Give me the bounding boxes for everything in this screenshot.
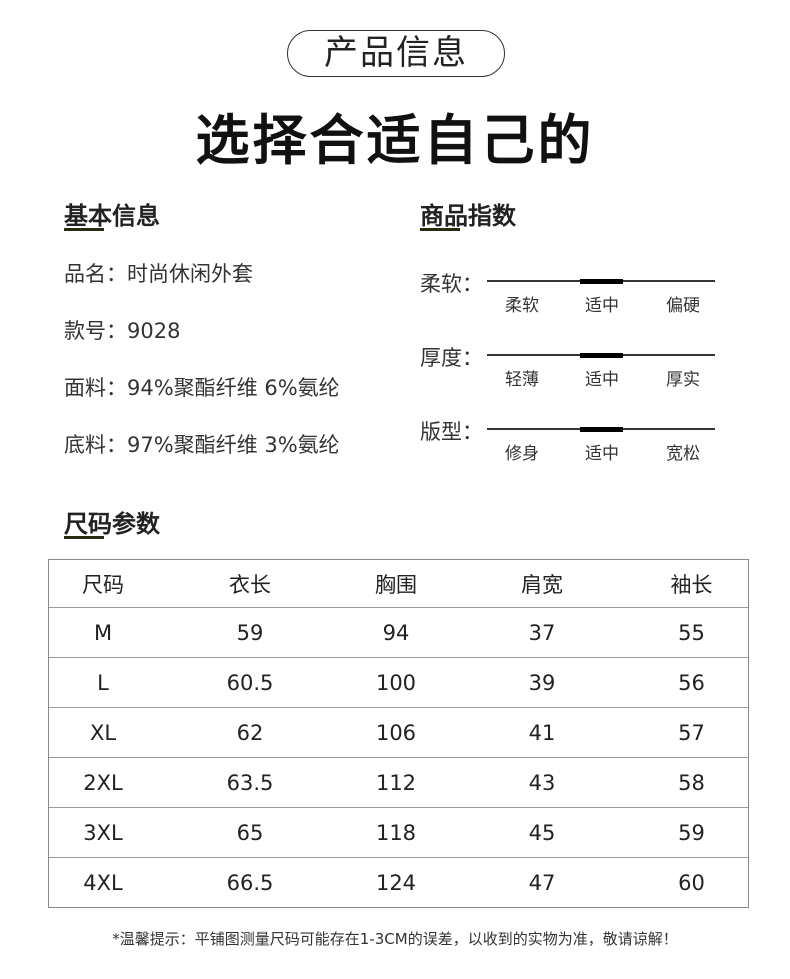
info-lining: 底料：97%聚酯纤维 3%氨纶 [64,433,340,457]
size-table: 尺码 衣长 胸围 肩宽 袖长 M 59 94 37 55 L 60.5 100 39 56 XL 62… [48,559,749,908]
table-cell: M [93,620,113,645]
header-cell: 袖长 [670,572,713,597]
index-option: 适中 [585,296,619,316]
table-cell: 118 [375,820,417,845]
table-cell: 43 [528,770,556,795]
table-cell: 94 [382,620,410,645]
table-row: M 59 94 37 55 [49,607,748,657]
header-cell: 尺码 [82,572,124,597]
table-cell: 55 [678,620,705,645]
size-params-title: 尺码参数 [64,510,160,538]
table-row: 2XL 63.5 112 43 58 [49,757,748,807]
title-underline [420,228,460,231]
table-row: L 60.5 100 39 56 [49,657,748,707]
table-cell: 56 [678,670,705,695]
table-cell: 63.5 [226,770,274,795]
table-cell: 37 [528,620,556,645]
table-cell: L [97,670,109,695]
info-model: 款号：9028 [64,319,181,343]
table-cell: 39 [528,670,556,695]
table-cell: 59 [236,620,264,645]
product-index-title: 商品指数 [420,202,516,230]
table-cell: 3XL [83,820,123,845]
table-cell: 57 [678,720,705,745]
product-info-badge: 产品信息 [287,30,505,77]
index-option: 宽松 [666,444,700,464]
header-cell: 衣长 [229,572,271,597]
table-row: XL 62 106 41 57 [49,707,748,757]
index-marker [580,279,623,284]
basic-info-title: 基本信息 [64,202,160,230]
headline: 选择合适自己的 [195,109,595,172]
table-cell: XL [89,720,117,745]
table-header: 尺码 衣长 胸围 肩宽 袖长 [49,560,748,607]
index-option: 修身 [505,444,539,464]
table-cell: 124 [375,870,417,895]
index-option: 适中 [585,444,619,464]
table-cell: 60 [678,870,705,895]
table-cell: 65 [236,820,264,845]
index-option: 厚实 [666,370,700,390]
table-cell: 58 [678,770,705,795]
title-underline [64,228,104,231]
table-cell: 47 [528,870,556,895]
table-cell: 112 [375,770,417,795]
index-option: 偏硬 [666,296,700,316]
table-cell: 66.5 [226,870,274,895]
index-marker [580,427,623,432]
index-label: 厚度： [420,346,483,370]
header-cell: 肩宽 [521,572,563,597]
index-label: 柔软： [420,272,483,296]
table-cell: 2XL [83,770,123,795]
index-option: 柔软 [505,296,539,316]
index-option: 适中 [585,370,619,390]
table-cell: 45 [528,820,556,845]
tip-note: *温馨提示：平铺图测量尺码可能存在1-3CM的误差，以收到的实物为准，敬请谅解！ [112,930,678,948]
info-fabric: 面料：94%聚酯纤维 6%氨纶 [64,376,340,400]
table-cell: 106 [375,720,417,745]
table-cell: 62 [236,720,264,745]
table-row: 4XL 66.5 124 47 60 [49,857,748,907]
index-label: 版型： [420,420,483,444]
table-cell: 4XL [83,870,123,895]
header-cell: 胸围 [375,572,417,597]
title-underline [64,536,104,539]
table-cell: 59 [678,820,705,845]
table-cell: 60.5 [226,670,274,695]
info-name: 品名：时尚休闲外套 [64,262,253,286]
table-cell: 100 [375,670,417,695]
table-cell: 41 [528,720,556,745]
index-marker [580,353,623,358]
index-option: 轻薄 [505,370,539,390]
table-row: 3XL 65 118 45 59 [49,807,748,857]
